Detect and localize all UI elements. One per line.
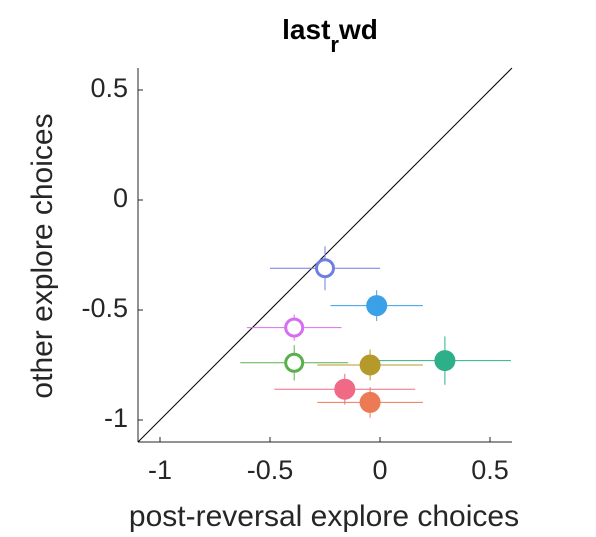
title-suffix: wd — [338, 14, 378, 45]
x-tick-label: 0.5 — [471, 455, 509, 485]
x-tick-label: -0.5 — [247, 455, 294, 485]
point — [315, 258, 335, 279]
y-tick-label: -0.5 — [81, 293, 128, 323]
x-tick-label: 0 — [372, 455, 387, 485]
point — [366, 295, 388, 317]
point — [359, 354, 381, 376]
title-subscript: r — [330, 32, 339, 57]
point — [284, 317, 305, 338]
point — [334, 378, 356, 400]
title-main: last — [282, 14, 330, 45]
point — [359, 391, 381, 413]
x-tick-label: -1 — [148, 455, 172, 485]
point — [284, 352, 305, 373]
chart-title: lastrwd — [282, 14, 378, 56]
y-axis-label: other explore choices — [26, 113, 59, 398]
y-tick-label: 0.5 — [90, 73, 128, 103]
x-axis-label: post-reversal explore choices — [129, 500, 519, 533]
point — [434, 350, 456, 372]
y-tick-label: 0 — [113, 183, 128, 213]
y-tick-label: -1 — [104, 403, 128, 433]
